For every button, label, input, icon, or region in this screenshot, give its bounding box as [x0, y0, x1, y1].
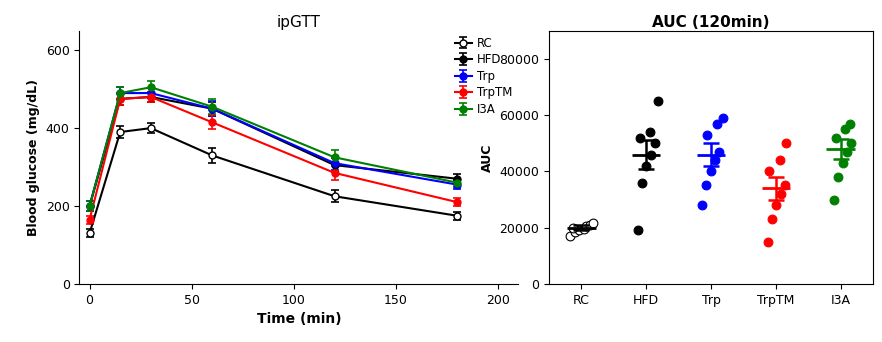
Point	[704, 169, 718, 174]
Point	[828, 135, 842, 140]
Point	[700, 132, 714, 137]
Point	[779, 141, 793, 146]
Point	[761, 239, 775, 245]
Y-axis label: AUC: AUC	[481, 143, 494, 171]
Point	[583, 222, 597, 227]
Point	[648, 141, 662, 146]
Point	[762, 169, 776, 174]
Point	[841, 149, 855, 155]
Point	[769, 202, 783, 208]
Point	[708, 157, 722, 163]
Point	[572, 228, 586, 233]
Point	[773, 157, 787, 163]
Point	[651, 98, 665, 104]
Point	[563, 233, 577, 239]
Point	[836, 160, 850, 166]
X-axis label: Time (min): Time (min)	[257, 312, 341, 326]
Point	[710, 121, 724, 126]
Point	[644, 152, 658, 157]
Point	[586, 221, 600, 226]
Point	[844, 141, 858, 146]
Point	[699, 183, 713, 188]
Point	[827, 197, 841, 202]
Point	[831, 174, 845, 180]
Point	[566, 225, 580, 231]
Point	[643, 129, 657, 135]
Point	[765, 216, 779, 222]
Point	[639, 163, 654, 169]
Point	[712, 149, 726, 155]
Point	[579, 223, 594, 229]
Point	[635, 180, 649, 185]
Point	[695, 202, 709, 208]
Point	[715, 115, 729, 121]
Point	[577, 226, 591, 232]
Y-axis label: Blood glucose (mg/dL): Blood glucose (mg/dL)	[27, 79, 41, 236]
Title: AUC (120min): AUC (120min)	[652, 15, 770, 30]
Legend: RC, HFD, Trp, TrpTM, I3A: RC, HFD, Trp, TrpTM, I3A	[454, 37, 512, 116]
Point	[774, 191, 789, 197]
Point	[632, 228, 646, 233]
Title: ipGTT: ipGTT	[277, 15, 321, 30]
Point	[838, 127, 852, 132]
Point	[778, 183, 792, 188]
Point	[632, 135, 647, 140]
Point	[843, 121, 857, 126]
Point	[568, 229, 582, 235]
